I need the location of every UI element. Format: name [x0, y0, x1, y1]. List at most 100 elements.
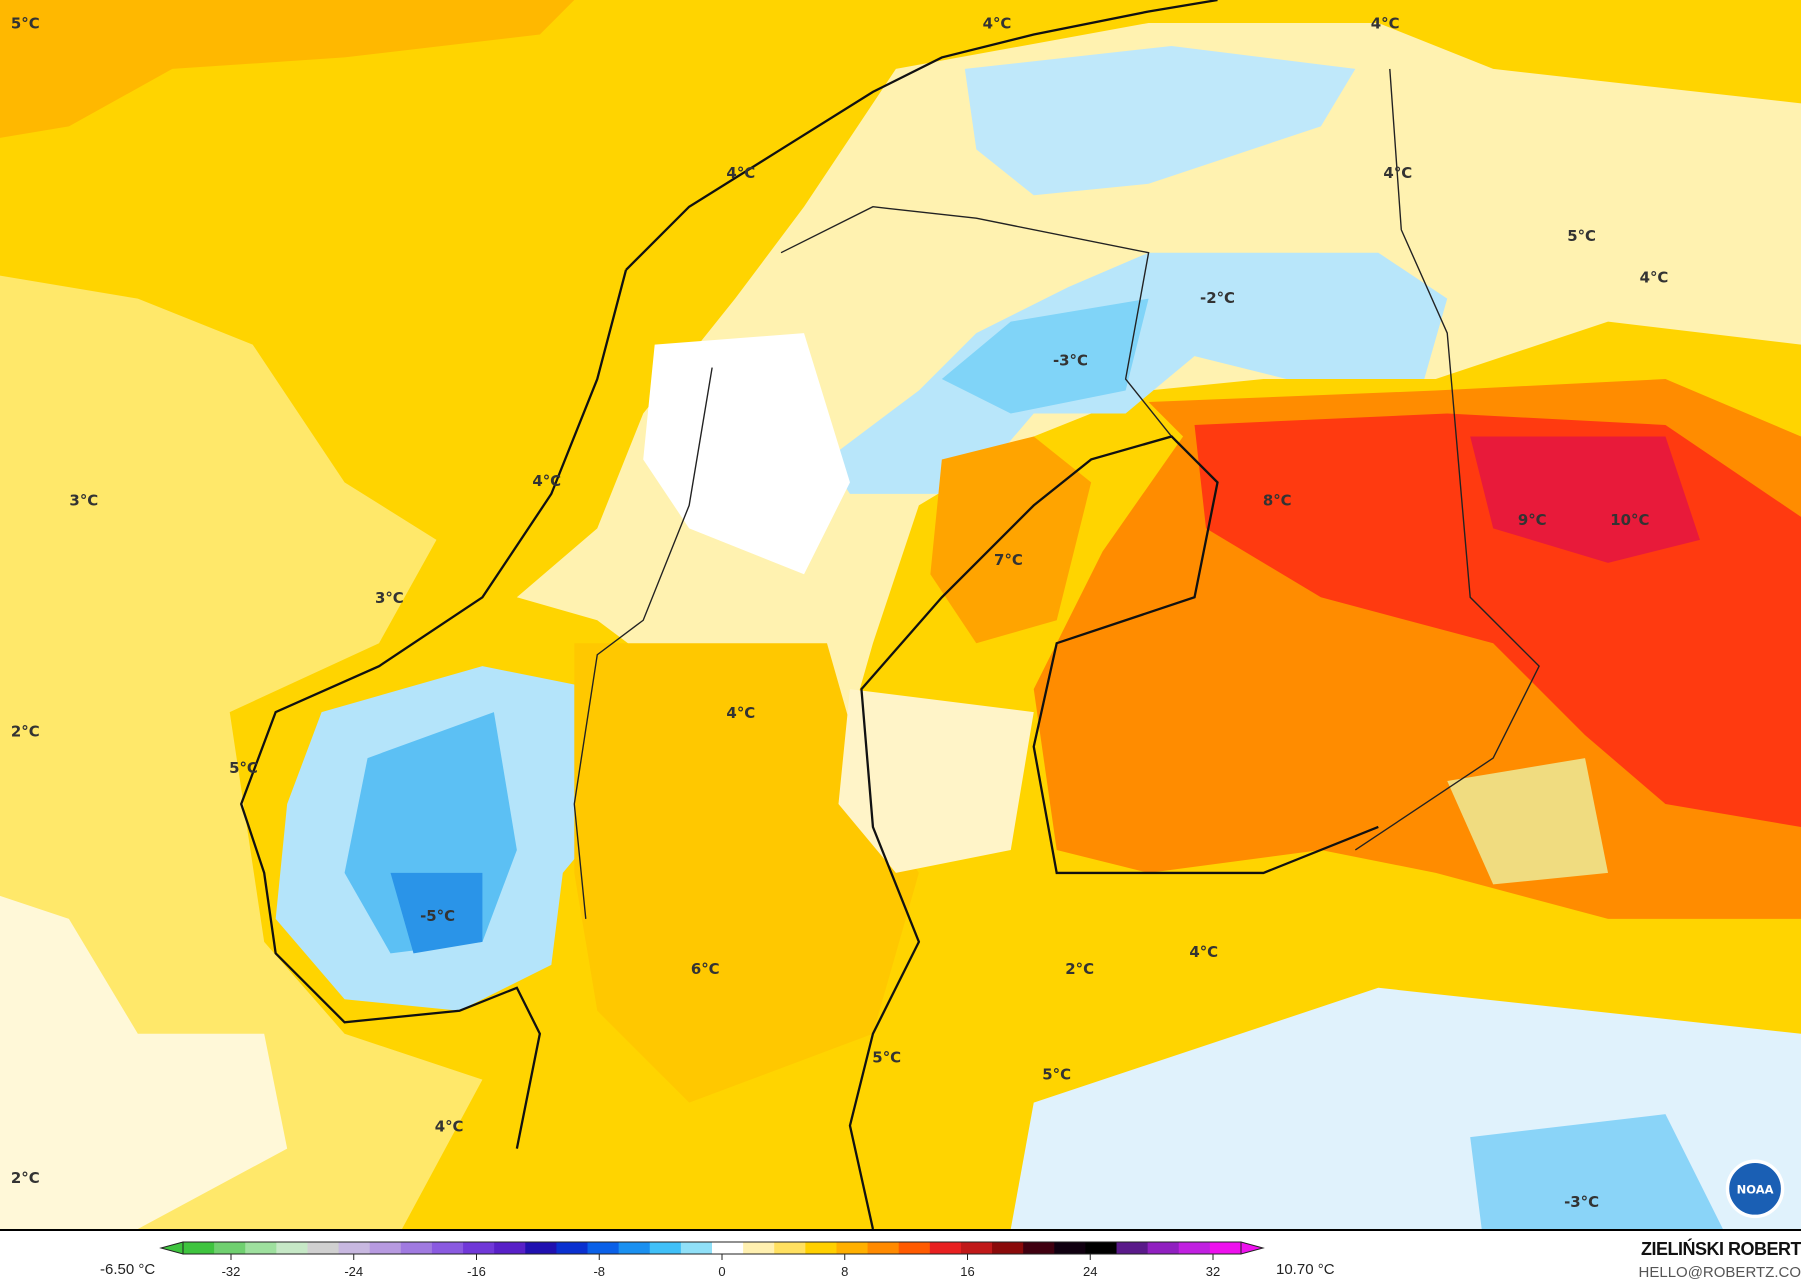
- temperature-label: 3°C: [375, 589, 404, 607]
- colorbar-segment: [1178, 1242, 1211, 1254]
- noaa-logo: NOAA: [1725, 1159, 1785, 1219]
- hottest-core: [1470, 436, 1700, 563]
- colorbar-segment: [867, 1242, 900, 1254]
- colorbar-segment: [898, 1242, 931, 1254]
- colorbar-segment: [1147, 1242, 1180, 1254]
- temperature-label: 10°C: [1610, 511, 1649, 529]
- colorbar-tick-label: -24: [344, 1264, 363, 1279]
- cool-region: [0, 895, 288, 1229]
- colorbar-segment: [338, 1242, 371, 1254]
- credit: ZIELIŃSKI ROBERT HELLO@ROBERTZ.CO: [1639, 1239, 1801, 1281]
- temperature-label: 6°C: [691, 960, 720, 978]
- neutral-region: [643, 333, 850, 575]
- colorbar-tick-label: 16: [960, 1264, 974, 1279]
- colorbar-segment: [743, 1242, 775, 1254]
- temperature-label: 9°C: [1518, 511, 1547, 529]
- colorbar-segment: [494, 1242, 526, 1254]
- colorbar-tick-label: 32: [1206, 1264, 1220, 1279]
- mild-patch-russia: [1447, 758, 1609, 885]
- colorbar-tick-label: -32: [222, 1264, 241, 1279]
- warm-region: [0, 0, 575, 138]
- temperature-label: -3°C: [1053, 351, 1088, 369]
- colorbar-segment: [1054, 1242, 1086, 1254]
- colorbar-segment: [369, 1242, 402, 1254]
- colorbar-segment: [307, 1242, 340, 1254]
- colorbar-max-arrow: [1240, 1241, 1265, 1255]
- colorbar-segment: [587, 1242, 620, 1254]
- colorbar-segment: [525, 1242, 557, 1254]
- temperature-label: -2°C: [1200, 289, 1235, 307]
- colorbar-segment: [431, 1242, 464, 1254]
- colorbar-segment: [214, 1242, 246, 1254]
- colorbar-segment: [556, 1242, 589, 1254]
- colorbar-min-arrow: [159, 1241, 184, 1255]
- min-value-label: -6.50 °C: [100, 1261, 156, 1278]
- color-legend: -32 -24 -16 -8 0 8 16 24 32 -6.50 °C 10.70 °C ZI…: [0, 1231, 1801, 1287]
- light-region: [516, 22, 1801, 805]
- colorbar-tick-label: -8: [593, 1264, 605, 1279]
- temperature-label: 3°C: [69, 491, 98, 509]
- temperature-label: 5°C: [1042, 1066, 1071, 1084]
- cool-region-north: [964, 45, 1356, 196]
- colorbar-tick-label: 24: [1083, 1264, 1097, 1279]
- cold-region-southeast: [1470, 1114, 1723, 1229]
- light-region-baltic: [838, 689, 1034, 873]
- colorbar-segment: [1209, 1242, 1242, 1254]
- temperature-labels: 5°C 4°C 4°C 4°C 4°C 5°C 4°C -2°C -3°C 4°C 3°C 8°C 9°…: [11, 15, 1669, 1211]
- colorbar-tick-label: 8: [841, 1264, 848, 1279]
- author-email: HELLO@ROBERTZ.CO: [1638, 1264, 1801, 1281]
- colorbar: -32 -24 -16 -8 0 8 16 24 32: [159, 1241, 1265, 1279]
- cold-region-sweden-north: [826, 252, 1448, 494]
- temperature-label: 8°C: [1263, 491, 1292, 509]
- colorbar-segment: [836, 1242, 869, 1254]
- colorbar-segment: [1116, 1242, 1149, 1254]
- colorbar-segment: [183, 1242, 215, 1254]
- colorbar-segment: [1023, 1242, 1055, 1254]
- svg-text:NOAA: NOAA: [1737, 1182, 1774, 1196]
- temperature-label: -3°C: [1564, 1193, 1599, 1211]
- temperature-label: 5°C: [1567, 227, 1596, 245]
- colorbar-segment: [276, 1242, 308, 1254]
- colorbar-frame: [182, 1241, 1242, 1255]
- temperature-label: 5°C: [11, 15, 40, 33]
- cold-core-deep: [390, 872, 483, 954]
- colorbar-segment: [805, 1242, 837, 1254]
- colorbar-tick-label: -16: [467, 1264, 486, 1279]
- max-value-label: 10.70 °C: [1276, 1261, 1335, 1278]
- temperature-label: 2°C: [11, 722, 40, 740]
- temperature-label: 2°C: [1065, 960, 1094, 978]
- temperature-label: 4°C: [726, 704, 755, 722]
- temperature-label: 4°C: [983, 15, 1012, 33]
- temperature-label: -5°C: [420, 907, 455, 925]
- temperature-label: 4°C: [1640, 269, 1669, 287]
- temperature-label: 5°C: [229, 759, 258, 777]
- temperature-label: 4°C: [532, 472, 561, 490]
- colorbar-segment: [992, 1242, 1024, 1254]
- colorbar-segment: [774, 1242, 806, 1254]
- colorbar-segment: [245, 1242, 277, 1254]
- temperature-label: 5°C: [872, 1048, 901, 1066]
- colorbar-segment: [929, 1242, 962, 1254]
- colorbar-segment: [960, 1242, 993, 1254]
- colorbar-segment: [618, 1242, 651, 1254]
- temperature-label: 4°C: [1189, 943, 1218, 961]
- temperature-label: 7°C: [994, 551, 1023, 569]
- colorbar-segment: [1085, 1242, 1118, 1254]
- author-name: ZIELIŃSKI ROBERT: [1640, 1239, 1801, 1259]
- mild-region: [0, 275, 483, 1229]
- colorbar-segment: [400, 1242, 433, 1254]
- warm-region-bothnia: [930, 436, 1092, 644]
- colorbar-segment: [680, 1242, 713, 1254]
- temperature-map: 5°C 4°C 4°C 4°C 4°C 5°C 4°C -2°C -3°C 4°C 3°C 8°C 9°…: [0, 0, 1801, 1231]
- coastlines: [239, 0, 1379, 1229]
- temperature-label: 2°C: [11, 1169, 40, 1187]
- temperature-label: 4°C: [435, 1117, 464, 1135]
- colorbar-tick-label: 0: [718, 1264, 725, 1279]
- colorbar-segment: [649, 1242, 682, 1254]
- colorbar-segment: [712, 1242, 744, 1254]
- temperature-label: 4°C: [1383, 164, 1412, 182]
- borders: [573, 68, 1540, 919]
- cold-core: [941, 298, 1149, 414]
- temperature-label: 4°C: [726, 164, 755, 182]
- colorbar-segment: [463, 1242, 495, 1254]
